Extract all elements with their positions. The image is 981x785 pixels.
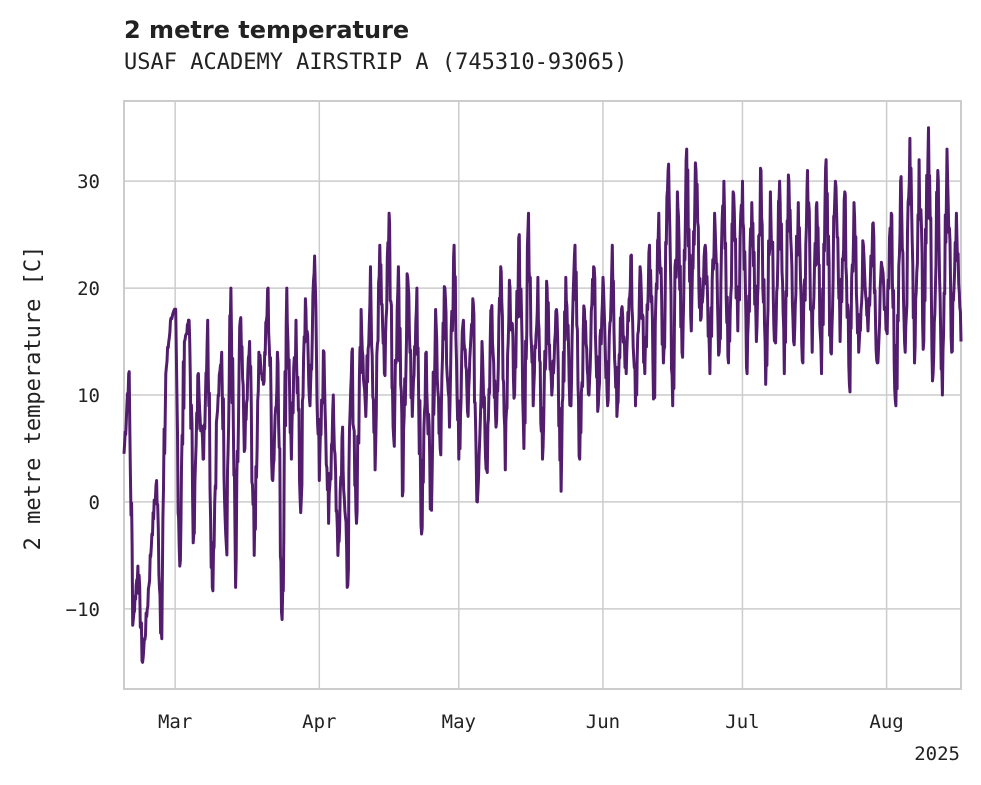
plot-frame	[123, 100, 962, 690]
chart-subtitle: USAF ACADEMY AIRSTRIP A (745310-93065)	[124, 50, 628, 75]
x-tick-label: Jul	[725, 711, 759, 733]
x-tick-label: Apr	[302, 711, 336, 733]
x-tick-label: Mar	[158, 711, 192, 733]
y-tick-label: −10	[66, 599, 100, 621]
y-tick-label: 20	[77, 278, 100, 300]
y-tick-label: 30	[77, 171, 100, 193]
x-tick-labels: Mar Apr May Jun Jul Aug	[158, 711, 904, 733]
x-offset-label: 2025	[914, 743, 960, 765]
x-tick-label: Jun	[586, 711, 620, 733]
y-axis-label: 2 metre temperature [C]	[21, 246, 46, 551]
x-tick-label: May	[442, 711, 476, 733]
chart-title: 2 metre temperature	[124, 16, 410, 44]
series-line	[122, 126, 963, 664]
series-group	[122, 126, 963, 664]
y-tick-label: 0	[89, 492, 100, 514]
x-tick-label: Aug	[869, 711, 903, 733]
y-tick-label: 10	[77, 385, 100, 407]
y-tick-labels: −10 0 10 20 30	[66, 171, 100, 621]
